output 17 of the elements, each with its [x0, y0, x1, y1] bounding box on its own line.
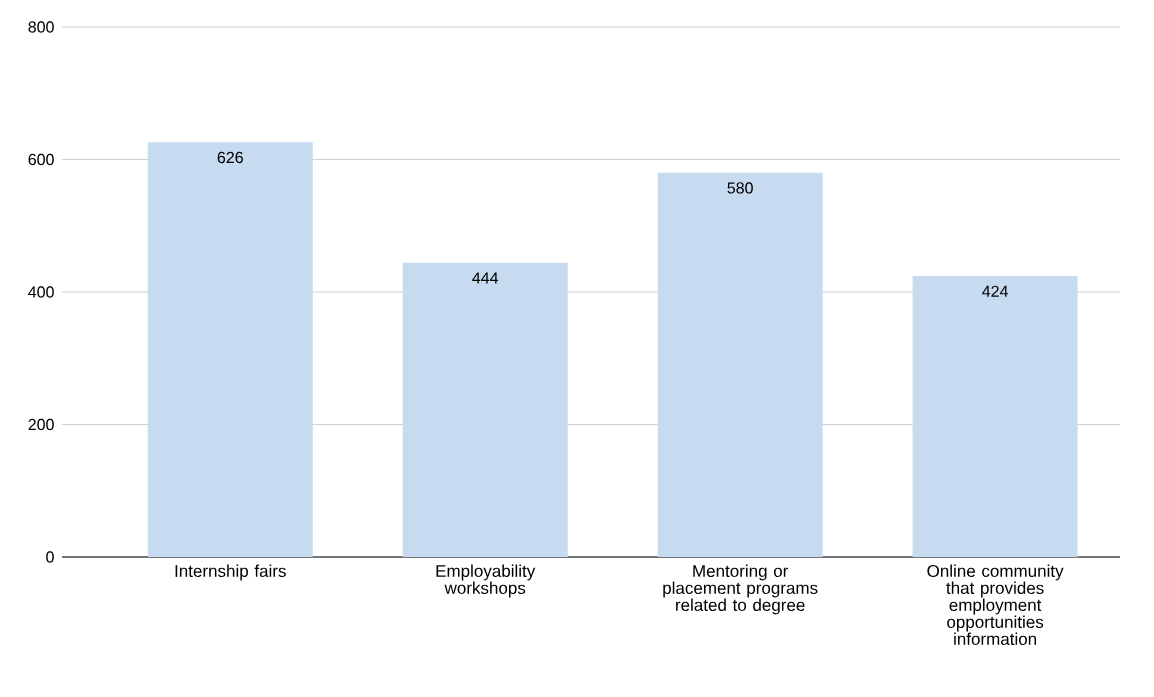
x-tick-label: Internship fairs: [175, 564, 286, 581]
bar: [147, 142, 313, 557]
bar: [912, 276, 1078, 557]
bar: [657, 172, 823, 557]
data-label: 580: [727, 182, 753, 194]
bar: [402, 262, 568, 557]
y-tick-label: 0: [46, 551, 54, 563]
y-tick-label: 400: [28, 286, 54, 298]
data-label: 626: [217, 151, 243, 164]
y-tick-label: 200: [28, 418, 54, 431]
x-tick-label: Mentoring or placement programs related to degree: [663, 564, 818, 615]
y-tick-label: 800: [28, 21, 54, 33]
data-label: 424: [982, 285, 1008, 297]
y-tick-label: 600: [28, 153, 54, 166]
x-tick-label: Employability workshops: [436, 564, 536, 598]
data-label: 444: [472, 272, 499, 284]
x-tick-label: Online community that provides employment opportunities information: [927, 564, 1064, 646]
